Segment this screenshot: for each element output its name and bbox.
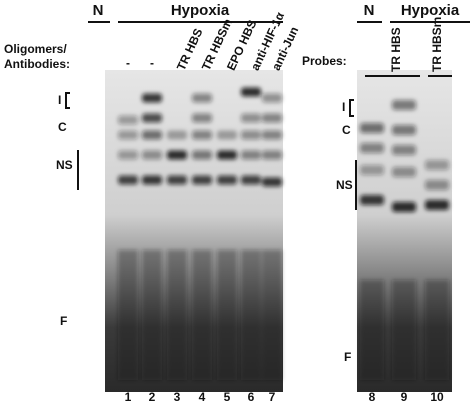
band bbox=[241, 150, 261, 160]
band bbox=[192, 150, 212, 160]
band bbox=[118, 150, 138, 160]
bracket bbox=[349, 99, 354, 117]
group-label: N bbox=[93, 2, 104, 19]
smear bbox=[167, 250, 187, 380]
band-label: F bbox=[60, 314, 67, 328]
row-label: Probes: bbox=[302, 54, 347, 68]
lane-number: 10 bbox=[430, 390, 444, 404]
band bbox=[262, 130, 282, 140]
band bbox=[241, 175, 261, 185]
band-label: C bbox=[342, 123, 351, 137]
band bbox=[392, 100, 416, 110]
group-label: Hypoxia bbox=[171, 2, 230, 19]
lane-number: 4 bbox=[199, 390, 206, 404]
lane-number: 6 bbox=[248, 390, 255, 404]
band bbox=[241, 130, 261, 140]
band bbox=[217, 130, 237, 140]
band bbox=[241, 87, 261, 97]
band bbox=[192, 175, 212, 185]
band bbox=[425, 200, 449, 210]
band-label: NS bbox=[56, 158, 73, 172]
band bbox=[142, 93, 162, 103]
band-label: C bbox=[58, 120, 67, 134]
band bbox=[192, 113, 212, 123]
bands bbox=[118, 87, 449, 380]
band bbox=[192, 130, 212, 140]
band-label: I bbox=[58, 93, 61, 107]
band-label: F bbox=[344, 350, 351, 364]
band-label: NS bbox=[336, 178, 353, 192]
band-label: I bbox=[342, 100, 345, 114]
band bbox=[425, 160, 449, 170]
smear bbox=[241, 250, 261, 380]
smear bbox=[118, 250, 138, 380]
band bbox=[262, 150, 282, 160]
group-label: Hypoxia bbox=[401, 2, 460, 19]
band bbox=[262, 113, 282, 123]
band bbox=[142, 113, 162, 123]
bracket bbox=[65, 92, 70, 109]
band bbox=[425, 180, 449, 190]
band bbox=[262, 177, 282, 187]
band bbox=[217, 175, 237, 185]
band bbox=[192, 93, 212, 103]
lane-label: TR HBSm bbox=[430, 17, 444, 72]
band bbox=[217, 150, 237, 160]
lane-number: 7 bbox=[269, 390, 276, 404]
band bbox=[118, 130, 138, 140]
lane-number: 2 bbox=[149, 390, 156, 404]
lane-number: 1 bbox=[125, 390, 132, 404]
band bbox=[392, 202, 416, 212]
lane-number: 3 bbox=[174, 390, 181, 404]
band bbox=[360, 123, 384, 133]
band bbox=[241, 113, 261, 123]
lane-label: TR HBS bbox=[389, 27, 403, 72]
band bbox=[360, 195, 384, 205]
smear bbox=[392, 280, 416, 380]
smear bbox=[425, 280, 449, 380]
band bbox=[167, 175, 187, 185]
band bbox=[262, 93, 282, 103]
smear bbox=[142, 250, 162, 380]
band bbox=[392, 167, 416, 177]
lane-label: - bbox=[126, 56, 130, 70]
band bbox=[167, 150, 187, 160]
row-label: Antibodies: bbox=[4, 57, 70, 71]
smear bbox=[262, 250, 282, 380]
row-label: Oligomers/ bbox=[4, 42, 67, 56]
lane-number: 5 bbox=[224, 390, 231, 404]
smear bbox=[360, 280, 384, 380]
band bbox=[118, 175, 138, 185]
lane-number: 9 bbox=[401, 390, 408, 404]
band bbox=[392, 145, 416, 155]
band bbox=[142, 175, 162, 185]
band bbox=[118, 115, 138, 125]
band bbox=[360, 165, 384, 175]
lane-number: 8 bbox=[369, 390, 376, 404]
band bbox=[392, 125, 416, 135]
lane-label: - bbox=[150, 56, 154, 70]
band bbox=[142, 150, 162, 160]
group-label: N bbox=[364, 2, 375, 19]
band bbox=[167, 130, 187, 140]
smear bbox=[217, 250, 237, 380]
smear bbox=[192, 250, 212, 380]
band bbox=[360, 143, 384, 153]
band bbox=[142, 130, 162, 140]
